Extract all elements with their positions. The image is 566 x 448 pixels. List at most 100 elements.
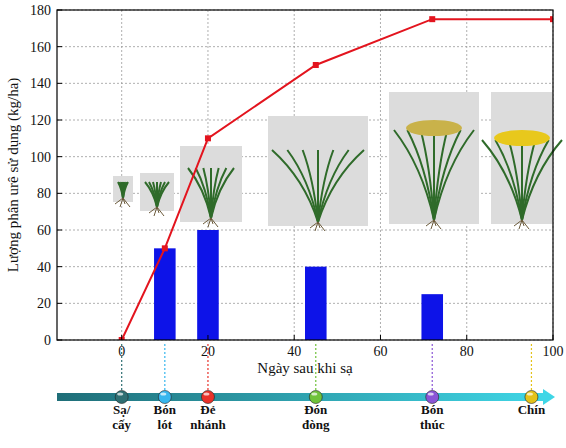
plant-leaf [394,130,434,220]
plant-leaf [509,140,522,220]
plant-leaf [421,130,434,220]
bar [305,267,327,340]
tick-label: 140 [30,76,51,91]
plant-leaf [434,130,474,220]
plant-leaf [287,150,318,222]
grid-line [57,46,553,47]
plant-box [389,92,479,224]
tick [57,193,62,194]
plant-leaf [196,168,211,218]
plant-panicle [406,120,462,136]
tick-label: 120 [30,113,51,128]
tick [466,335,467,340]
plant-root [154,207,157,216]
stage-dot-shine [311,392,317,395]
plant-root [522,220,529,229]
tick-label: 160 [30,40,51,55]
plant-leaf [407,130,434,220]
tick-label: 180 [30,3,51,18]
tick-label: 100 [30,150,51,165]
stage-dot-shine [160,392,166,395]
plant-leaf [123,182,128,198]
tick [553,335,554,340]
stage-label-line: Chín [518,402,546,417]
bar [421,294,443,340]
timeline [57,393,543,401]
x-axis-title: Ngày sau khi sạ [257,360,353,376]
stage-label: Bónlót [154,402,177,432]
tick [294,335,295,340]
tick [57,120,62,121]
plant-leaf [211,168,234,218]
tick-label: 80 [37,186,51,201]
stage-label: Đónđòng [302,402,330,432]
stage-label-line: Bón [421,402,444,417]
marks [119,16,553,340]
stage-label-line: thúc [420,417,445,432]
y-axis-title: Lượng phân urê sử dụng (kg/ha) [5,78,22,273]
plant-leaf [145,182,157,207]
marker [162,245,168,251]
tick-label: 40 [287,344,301,359]
tick-label: 60 [37,223,51,238]
tick [57,303,62,304]
stage-label-line: Bón [154,402,177,417]
stage-label: Bónthúc [420,402,445,432]
plant-root [120,198,123,207]
stage-label: Đẻnhánh [190,402,226,432]
tick [121,335,122,340]
plant-leaf [272,150,318,222]
plant-leaf [495,140,522,220]
tick [57,156,62,157]
stage-connector [432,344,433,391]
plant-root [211,218,218,227]
stage-label: Chín [518,402,546,417]
plant-leaf [522,140,562,220]
stage-label-line: cấy [112,417,131,432]
stage-label-line: lót [158,417,173,432]
plant-root [318,222,325,231]
stage-label-line: Đẻ [200,402,215,417]
plant-root [315,222,318,231]
tick [57,83,62,84]
plant-box [268,116,368,226]
grid-line [121,10,122,340]
plant-leaf [203,168,211,218]
tick-label: 60 [373,344,387,359]
tick [380,335,381,340]
tick-label: 20 [37,296,51,311]
tick [57,266,62,267]
stage-connector [207,344,208,391]
plant-root [431,220,434,229]
stage-label: Sạ/cấy [112,402,131,432]
plant-root [157,207,164,216]
tick [207,335,208,340]
plant-root [208,218,211,227]
frame [57,10,553,340]
plant-leaf [482,140,522,220]
marker [313,62,319,68]
marker [429,16,435,22]
plant-leaf [303,150,318,222]
stage-label-line: nhánh [190,417,226,432]
tick [57,10,62,11]
stage-connector [315,344,316,391]
plant-panicle [494,130,550,146]
plant-leaf [157,182,169,207]
grid-line [380,10,381,340]
marker [205,135,211,141]
grid-line [57,83,553,84]
plant-root [434,220,441,229]
stage-label-line: đòng [302,417,330,432]
plant-box [140,173,174,211]
stage-dot-shine [203,392,209,395]
grid-line [57,230,553,231]
plant-leaf [318,150,364,222]
stage-dot-shine [527,392,533,395]
plant-root [519,220,522,229]
stage-connector [531,344,532,391]
plant-box [491,92,553,224]
line [122,19,553,340]
stage-dot-shine [428,392,434,395]
chart: 020406080100120140160180020406080100Ngày… [0,0,566,448]
